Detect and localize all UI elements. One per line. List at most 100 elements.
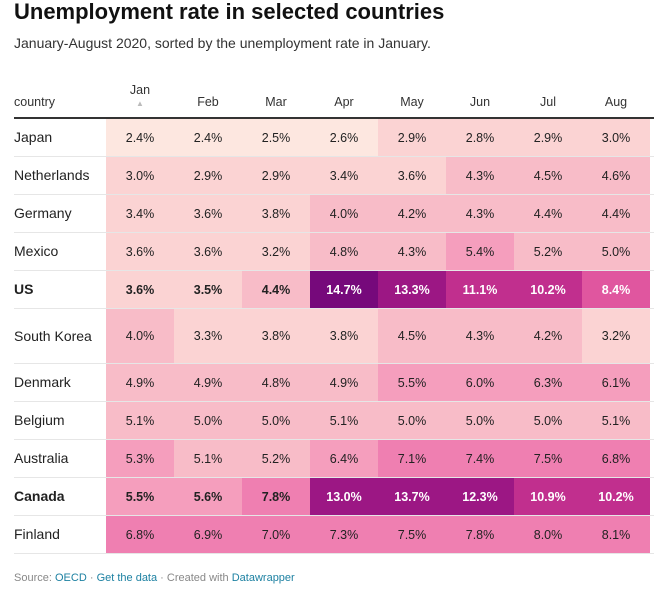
heatmap-cell: 2.4% bbox=[106, 119, 174, 156]
heatmap-cell: 4.0% bbox=[106, 309, 174, 363]
heatmap-cell: 5.6% bbox=[174, 478, 242, 515]
heatmap-cell: 2.9% bbox=[378, 119, 446, 156]
heatmap-cell: 4.4% bbox=[582, 195, 650, 232]
column-header-label: Jun bbox=[469, 95, 491, 109]
table-row: Netherlands 3.0% 2.9% 2.9% 3.4% 3.6% 4.3% 4.5% 4… bbox=[14, 157, 654, 195]
row-label-country: Denmark bbox=[14, 374, 71, 390]
heatmap-cell: 5.0% bbox=[242, 402, 310, 439]
row-label-country: Japan bbox=[14, 129, 53, 145]
heatmap-cell: 4.8% bbox=[242, 364, 310, 401]
heatmap-cell: 5.0% bbox=[446, 402, 514, 439]
column-header-label: Jan bbox=[129, 83, 151, 97]
heatmap-cell: 13.3% bbox=[378, 271, 446, 308]
heatmap-cell: 13.7% bbox=[378, 478, 446, 515]
heatmap-cell: 5.3% bbox=[106, 440, 174, 477]
heatmap-cell: 8.4% bbox=[582, 271, 650, 308]
heatmap-cell: 3.2% bbox=[242, 233, 310, 270]
chart-subtitle: January-August 2020, sorted by the unemp… bbox=[14, 35, 431, 51]
heatmap-cell: 3.8% bbox=[242, 309, 310, 363]
column-header-may[interactable]: May bbox=[378, 95, 446, 109]
table-row: Belgium 5.1% 5.0% 5.0% 5.1% 5.0% 5.0% 5.0% 5.1% bbox=[14, 402, 654, 440]
heatmap-cell: 2.4% bbox=[174, 119, 242, 156]
heatmap-cell: 2.9% bbox=[174, 157, 242, 194]
heatmap-cell: 5.5% bbox=[378, 364, 446, 401]
created-with-label: Created with bbox=[166, 572, 229, 584]
heatmap-cell: 3.4% bbox=[310, 157, 378, 194]
column-header-feb[interactable]: Feb bbox=[174, 95, 242, 109]
heatmap-cell: 3.4% bbox=[106, 195, 174, 232]
heatmap-cell: 4.5% bbox=[514, 157, 582, 194]
row-label-country: Australia bbox=[14, 450, 69, 466]
source-link[interactable]: OECD bbox=[54, 572, 87, 584]
table-header-row: country Jan ▲ Feb Mar Apr May Jun Jul Aug bbox=[14, 78, 654, 119]
heatmap-table: country Jan ▲ Feb Mar Apr May Jun Jul Aug Japan 2… bbox=[14, 78, 654, 554]
heatmap-cell: 4.3% bbox=[378, 233, 446, 270]
heatmap-cell: 2.5% bbox=[242, 119, 310, 156]
heatmap-cell: 7.5% bbox=[514, 440, 582, 477]
column-header-jan[interactable]: Jan ▲ bbox=[106, 83, 174, 109]
heatmap-cell: 14.7% bbox=[310, 271, 378, 308]
heatmap-cell: 5.0% bbox=[378, 402, 446, 439]
heatmap-cell: 3.0% bbox=[582, 119, 650, 156]
column-header-jun[interactable]: Jun bbox=[446, 95, 514, 109]
heatmap-cell: 7.5% bbox=[378, 516, 446, 553]
column-header-jul[interactable]: Jul bbox=[514, 95, 582, 109]
heatmap-cell: 13.0% bbox=[310, 478, 378, 515]
datawrapper-link[interactable]: Datawrapper bbox=[231, 572, 295, 584]
column-header-label: Feb bbox=[197, 95, 219, 109]
heatmap-cell: 3.8% bbox=[310, 309, 378, 363]
table-row: Finland 6.8% 6.9% 7.0% 7.3% 7.5% 7.8% 8.0% 8.1% bbox=[14, 516, 654, 554]
heatmap-cell: 4.4% bbox=[514, 195, 582, 232]
heatmap-cell: 2.9% bbox=[514, 119, 582, 156]
source-label: Source: bbox=[14, 572, 52, 584]
separator-dot: · bbox=[160, 572, 164, 584]
heatmap-cell: 7.8% bbox=[242, 478, 310, 515]
heatmap-cell: 5.4% bbox=[446, 233, 514, 270]
heatmap-cell: 4.3% bbox=[446, 157, 514, 194]
heatmap-cell: 6.1% bbox=[582, 364, 650, 401]
heatmap-cell: 5.2% bbox=[514, 233, 582, 270]
heatmap-cell: 3.0% bbox=[106, 157, 174, 194]
heatmap-cell: 4.9% bbox=[106, 364, 174, 401]
heatmap-cell: 5.1% bbox=[582, 402, 650, 439]
column-header-country[interactable]: country bbox=[14, 95, 55, 109]
column-header-label: Aug bbox=[604, 95, 628, 109]
heatmap-cell: 10.2% bbox=[514, 271, 582, 308]
table-row: Canada 5.5% 5.6% 7.8% 13.0% 13.7% 12.3% 10.9% 10… bbox=[14, 478, 654, 516]
heatmap-cell: 4.9% bbox=[310, 364, 378, 401]
heatmap-cell: 7.4% bbox=[446, 440, 514, 477]
heatmap-cell: 6.0% bbox=[446, 364, 514, 401]
get-data-link[interactable]: Get the data bbox=[96, 572, 158, 584]
table-row: US 3.6% 3.5% 4.4% 14.7% 13.3% 11.1% 10.2% 8.4% bbox=[14, 271, 654, 309]
heatmap-cell: 6.4% bbox=[310, 440, 378, 477]
heatmap-cell: 4.8% bbox=[310, 233, 378, 270]
heatmap-cell: 6.8% bbox=[106, 516, 174, 553]
heatmap-cell: 6.9% bbox=[174, 516, 242, 553]
heatmap-cell: 5.0% bbox=[174, 402, 242, 439]
row-label-country: Germany bbox=[14, 205, 72, 221]
heatmap-cell: 8.1% bbox=[582, 516, 650, 553]
row-label-country: Mexico bbox=[14, 243, 59, 259]
heatmap-cell: 2.8% bbox=[446, 119, 514, 156]
column-header-mar[interactable]: Mar bbox=[242, 95, 310, 109]
heatmap-cell: 3.8% bbox=[242, 195, 310, 232]
column-header-label: Jul bbox=[540, 95, 556, 109]
heatmap-cell: 6.3% bbox=[514, 364, 582, 401]
heatmap-cell: 3.6% bbox=[106, 233, 174, 270]
table-row: South Korea 4.0% 3.3% 3.8% 3.8% 4.5% 4.3% 4.2% 3… bbox=[14, 309, 654, 364]
column-header-apr[interactable]: Apr bbox=[310, 95, 378, 109]
heatmap-cell: 5.0% bbox=[514, 402, 582, 439]
column-header-aug[interactable]: Aug bbox=[582, 95, 650, 109]
heatmap-cell: 7.3% bbox=[310, 516, 378, 553]
chart-title: Unemployment rate in selected countries bbox=[14, 0, 445, 24]
table-body: Japan 2.4% 2.4% 2.5% 2.6% 2.9% 2.8% 2.9% 3.0% Net… bbox=[14, 119, 654, 554]
separator-dot: · bbox=[89, 572, 94, 584]
heatmap-cell: 3.6% bbox=[378, 157, 446, 194]
heatmap-cell: 2.6% bbox=[310, 119, 378, 156]
heatmap-cell: 5.0% bbox=[582, 233, 650, 270]
row-label-country: Belgium bbox=[14, 412, 65, 428]
heatmap-cell: 8.0% bbox=[514, 516, 582, 553]
row-label-country: Finland bbox=[14, 526, 60, 542]
row-label-country: South Korea bbox=[14, 327, 92, 344]
heatmap-cell: 4.0% bbox=[310, 195, 378, 232]
